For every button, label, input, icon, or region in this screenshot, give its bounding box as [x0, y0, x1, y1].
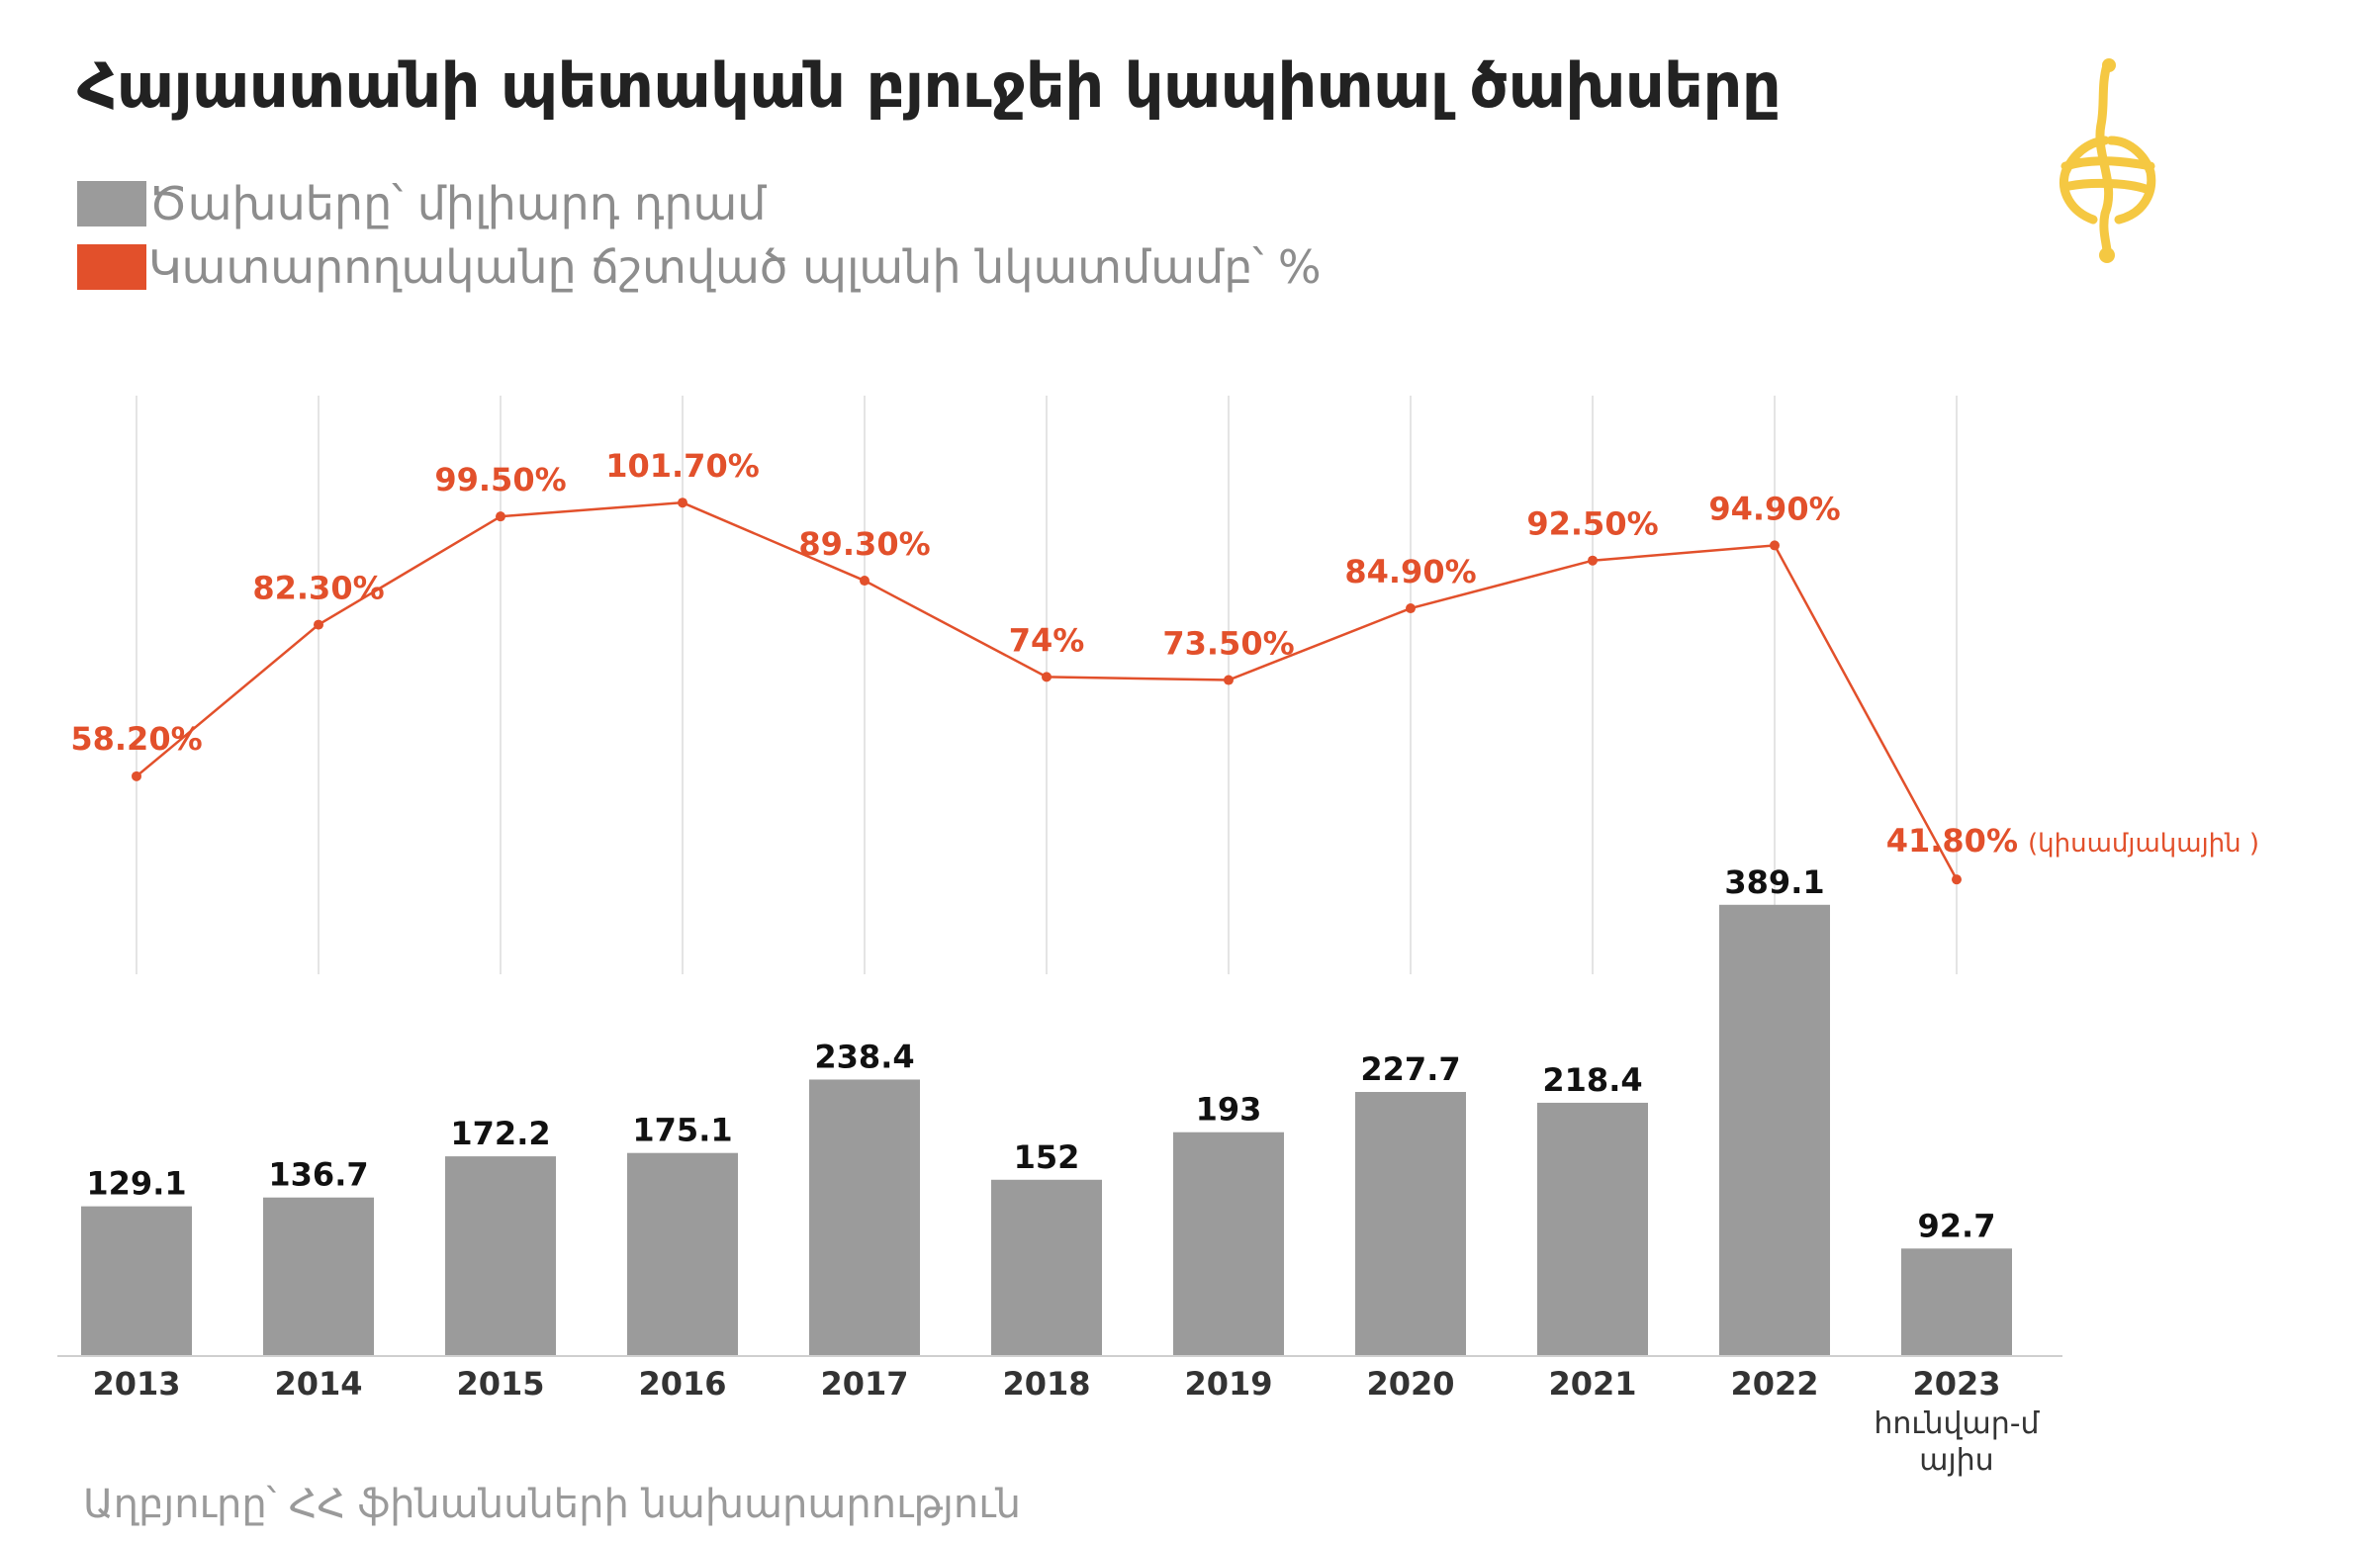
x-tick-sublabel: հունվար-մ [1874, 1406, 2040, 1441]
line-point-2015 [496, 511, 505, 522]
x-tick-2017: 2017 [820, 1365, 908, 1403]
bar-label-2018: 152 [1014, 1138, 1080, 1176]
legend-label-bars: Ծախսերը՝ միլիարդ դրամ [148, 177, 767, 230]
line-point-2013 [132, 770, 141, 781]
bar-label-2016: 175.1 [632, 1112, 732, 1149]
line-label-2018: 74% [1009, 621, 1085, 659]
bar-2015 [445, 1156, 556, 1356]
globe-logo-icon [2050, 55, 2158, 267]
line-point-2018 [1042, 672, 1052, 682]
line-label-2016: 101.70% [605, 447, 760, 485]
x-tick-2022: 2022 [1730, 1365, 1818, 1403]
line-label-2014: 82.30% [252, 570, 384, 607]
bar-2016 [627, 1152, 738, 1356]
bar-2014 [263, 1197, 374, 1356]
x-tick-sublabel: այիս [1919, 1443, 1993, 1478]
line-point-2022 [1770, 540, 1780, 551]
line-label-2013: 58.20% [70, 720, 202, 758]
line-label-2022: 94.90% [1708, 490, 1840, 527]
bar-label-2019: 193 [1196, 1091, 1262, 1129]
x-tick-2018: 2018 [1002, 1365, 1090, 1403]
bar-2018 [991, 1179, 1102, 1356]
x-tick-2015: 2015 [456, 1365, 544, 1403]
line-label-2019: 73.50% [1162, 625, 1294, 663]
bar-2017 [809, 1079, 920, 1356]
bar-label-2022: 389.1 [1724, 863, 1824, 901]
bar-label-2023: 92.7 [1918, 1207, 1996, 1244]
legend-swatch-line [77, 244, 146, 290]
source-note: Աղբյուրը՝ ՀՀ ֆինանսների նախարարություն [83, 1482, 1021, 1527]
line-point-2014 [314, 619, 323, 630]
bar-2019 [1173, 1132, 1284, 1356]
line-point-2016 [678, 498, 687, 508]
legend-swatch-bars [77, 181, 146, 227]
line-point-2021 [1588, 555, 1598, 566]
bar-label-2021: 218.4 [1542, 1061, 1642, 1099]
x-tick-2014: 2014 [274, 1365, 362, 1403]
line-point-2023 [1952, 874, 1962, 885]
x-tick-2016: 2016 [638, 1365, 726, 1403]
x-tick-2020: 2020 [1366, 1365, 1454, 1403]
legend-item-line: Կատարողականը ճշտված պլանի նկատմամբ՝ % [77, 235, 1322, 299]
legend: Ծախսերը՝ միլիարդ դրամ Կատարողականը ճշտվա… [77, 172, 1322, 299]
bar-2013 [81, 1206, 192, 1356]
bar-label-2013: 129.1 [86, 1165, 186, 1203]
line-label-2020: 84.90% [1344, 553, 1476, 590]
bar-label-2014: 136.7 [268, 1156, 368, 1194]
line-point-2020 [1406, 603, 1416, 614]
bar-label-2020: 227.7 [1360, 1050, 1460, 1088]
bar-2021 [1537, 1102, 1648, 1356]
bar-2022 [1719, 904, 1830, 1356]
line-label-2021: 92.50% [1526, 505, 1658, 543]
line-label-2015: 99.50% [434, 461, 566, 499]
bar-2020 [1355, 1092, 1466, 1356]
line-label-2017: 89.30% [798, 525, 930, 563]
legend-label-line: Կատարողականը ճշտված պլանի նկատմամբ՝ % [148, 240, 1322, 294]
line-annotation: (կիսամյակային ) [2028, 829, 2259, 859]
line-label-2023: 41.80% [1886, 822, 2018, 860]
bar-label-2017: 238.4 [814, 1038, 914, 1075]
x-tick-2021: 2021 [1548, 1365, 1636, 1403]
chart-title: Հայաստանի պետական բյուջեի կապիտալ ծախսեր… [77, 49, 1782, 122]
bar-2023 [1901, 1248, 2012, 1356]
bar-label-2015: 172.2 [450, 1115, 550, 1152]
x-tick-2019: 2019 [1184, 1365, 1272, 1403]
x-tick-2023: 2023 [1912, 1365, 2000, 1403]
line-point-2019 [1224, 675, 1234, 685]
x-tick-2013: 2013 [92, 1365, 180, 1403]
line-point-2017 [860, 576, 870, 587]
legend-item-bars: Ծախսերը՝ միլիարդ դրամ [77, 172, 1322, 235]
